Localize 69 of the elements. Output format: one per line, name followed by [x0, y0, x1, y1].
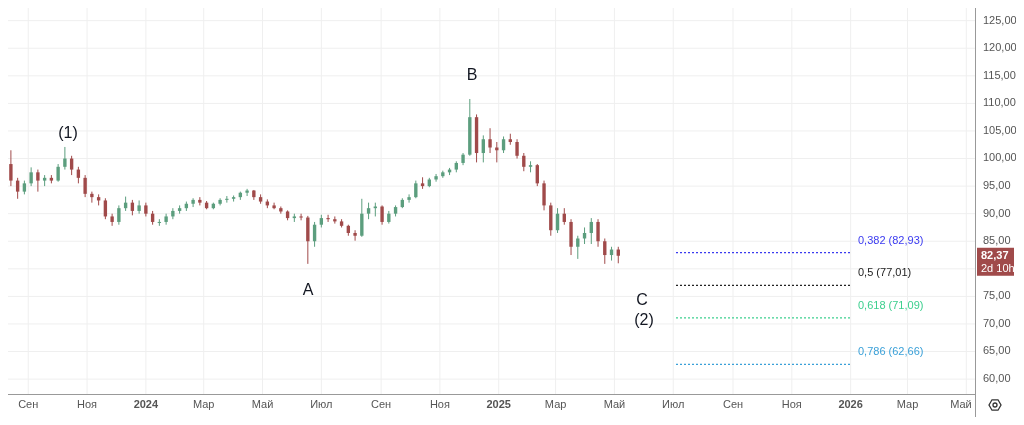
x-tick-label: Сен — [18, 398, 39, 410]
x-tick-label: 2024 — [133, 398, 159, 410]
x-tick-label: Сен — [371, 398, 392, 410]
candlestick — [245, 188, 249, 197]
y-tick-label: 70,00 — [983, 316, 1011, 329]
ref-line-label: 0,618 (71,09) — [858, 298, 924, 311]
candlestick — [36, 169, 40, 193]
y-tick-label: 125,00 — [983, 13, 1017, 26]
candlestick — [407, 193, 411, 204]
candlestick — [488, 127, 492, 154]
x-tick-label: Мар — [192, 398, 215, 410]
candlestick — [515, 138, 519, 160]
candlestick — [137, 199, 141, 215]
x-tick-label: Ноя — [77, 398, 98, 410]
text: 2d 10h — [981, 261, 1015, 274]
ref-line-label: 0,786 (62,66) — [858, 345, 924, 358]
annotation: B — [466, 66, 478, 84]
candlestick — [360, 198, 364, 238]
x-tick-label: Май — [603, 398, 626, 410]
x-tick-label: Май — [950, 398, 972, 410]
y-tick-label: 120,00 — [983, 41, 1017, 54]
annotation: (2) — [634, 311, 654, 329]
ref-line-label: 0,5 (77,01) — [858, 266, 912, 279]
ref-line-label: 0,382 (82,93) — [858, 233, 924, 246]
candlestick — [110, 213, 114, 227]
candlestick — [171, 207, 175, 220]
candlestick — [117, 204, 121, 226]
annotation: C — [636, 291, 648, 309]
annotation: A — [302, 281, 314, 299]
candlestick — [225, 195, 229, 204]
y-tick-label: 105,00 — [983, 123, 1017, 136]
y-tick-label: 85,00 — [983, 234, 1011, 247]
candlestick — [9, 149, 13, 187]
candlestick — [198, 196, 202, 206]
y-tick-label: 60,00 — [983, 372, 1011, 385]
candlestick — [306, 215, 310, 265]
annotation: (1) — [58, 124, 78, 142]
y-tick-label: 110,00 — [983, 96, 1016, 109]
x-tick-label: Ноя — [429, 398, 450, 410]
y-tick-label: 75,00 — [983, 289, 1011, 302]
candlestick — [164, 213, 168, 226]
candlestick — [576, 235, 580, 260]
y-tick-label: 115,00 — [983, 68, 1016, 81]
x-tick-label: Май — [251, 398, 274, 410]
y-tick-label: 65,00 — [983, 344, 1011, 357]
candlestick — [29, 166, 33, 187]
y-tick-label: 95,00 — [983, 179, 1011, 192]
x-tick-label: 2026 — [838, 398, 863, 410]
candlestick — [63, 146, 67, 171]
x-tick-label: Ноя — [781, 398, 802, 410]
x-tick-label: Мар — [896, 398, 919, 410]
x-tick-label: Сен — [722, 398, 744, 410]
candlestick — [90, 191, 94, 204]
candlestick — [434, 173, 438, 183]
candlestick — [299, 213, 303, 221]
x-tick-label: Мар — [544, 398, 567, 410]
text: 82,37 — [981, 248, 1009, 261]
candlestick — [353, 229, 357, 242]
x-tick-label: Июл — [310, 398, 333, 410]
y-tick-label: 90,00 — [983, 206, 1011, 219]
x-tick-label: Июл — [662, 398, 685, 410]
candlestick — [326, 214, 330, 223]
candlestick — [542, 180, 546, 211]
candlestick — [191, 197, 195, 208]
x-tick-label: 2025 — [486, 398, 511, 410]
candlestick — [380, 204, 384, 226]
candlestick — [83, 174, 87, 198]
y-tick-label: 100,00 — [983, 151, 1017, 164]
candlestick — [596, 218, 600, 248]
